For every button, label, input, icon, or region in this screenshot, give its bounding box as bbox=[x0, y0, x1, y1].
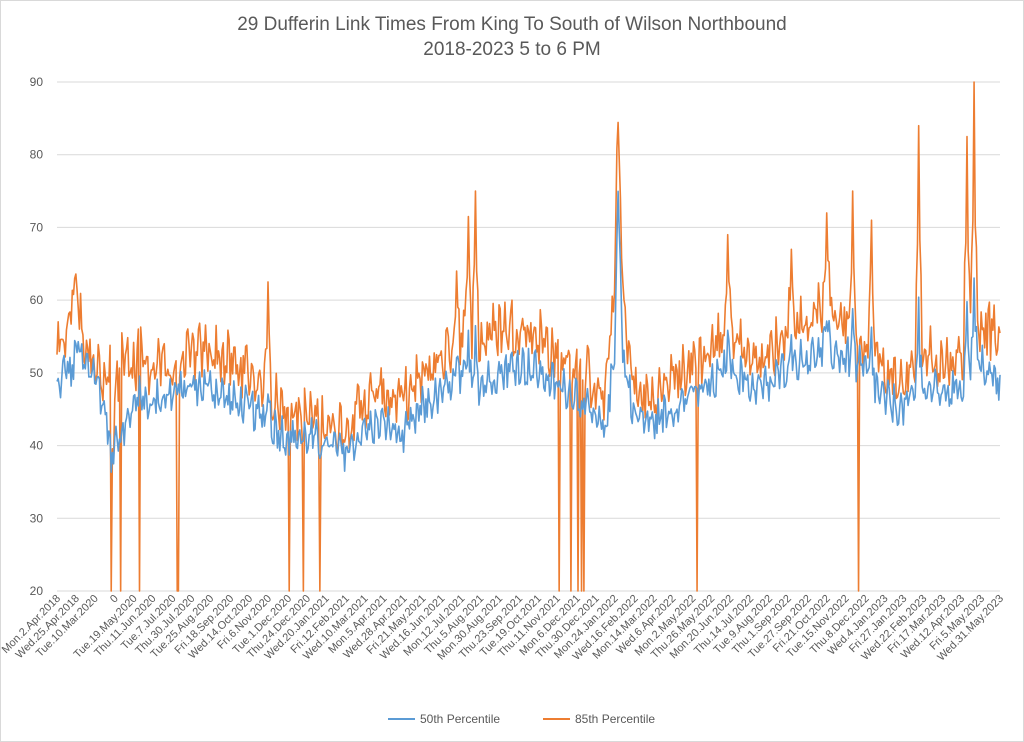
chart-title-block: 29 Dufferin Link Times From King To Sout… bbox=[0, 12, 1024, 62]
y-tick-label: 80 bbox=[30, 148, 44, 162]
x-axis-ticks: Mon.2.Apr.2018Wed.25.Apr.2018Tue.10.Mar.… bbox=[0, 593, 1006, 664]
y-tick-label: 60 bbox=[30, 293, 44, 307]
legend-label: 85th Percentile bbox=[575, 712, 655, 726]
y-tick-label: 30 bbox=[30, 511, 44, 525]
plot-series bbox=[56, 81, 1001, 592]
y-tick-label: 70 bbox=[30, 220, 44, 234]
series-line-85th-percentile bbox=[56, 81, 1001, 592]
y-tick-label: 40 bbox=[30, 439, 44, 453]
series-line-50th-percentile bbox=[56, 190, 1001, 474]
y-tick-label: 50 bbox=[30, 366, 44, 380]
y-tick-label: 90 bbox=[30, 75, 44, 89]
y-tick-label: 20 bbox=[30, 584, 44, 598]
y-axis-ticks: 20 30 40 50 60 70 80 90 bbox=[30, 75, 44, 598]
chart-title: 29 Dufferin Link Times From King To Sout… bbox=[237, 14, 787, 35]
chart-subtitle: 2018-2023 5 to 6 PM bbox=[423, 39, 601, 60]
legend-label: 50th Percentile bbox=[420, 712, 500, 726]
legend-item-85th-percentile: 85th Percentile bbox=[543, 712, 655, 726]
legend: 50th Percentile 85th Percentile bbox=[388, 712, 655, 726]
x-tick-label: 0 bbox=[108, 593, 121, 606]
legend-item-50th-percentile: 50th Percentile bbox=[388, 712, 500, 726]
